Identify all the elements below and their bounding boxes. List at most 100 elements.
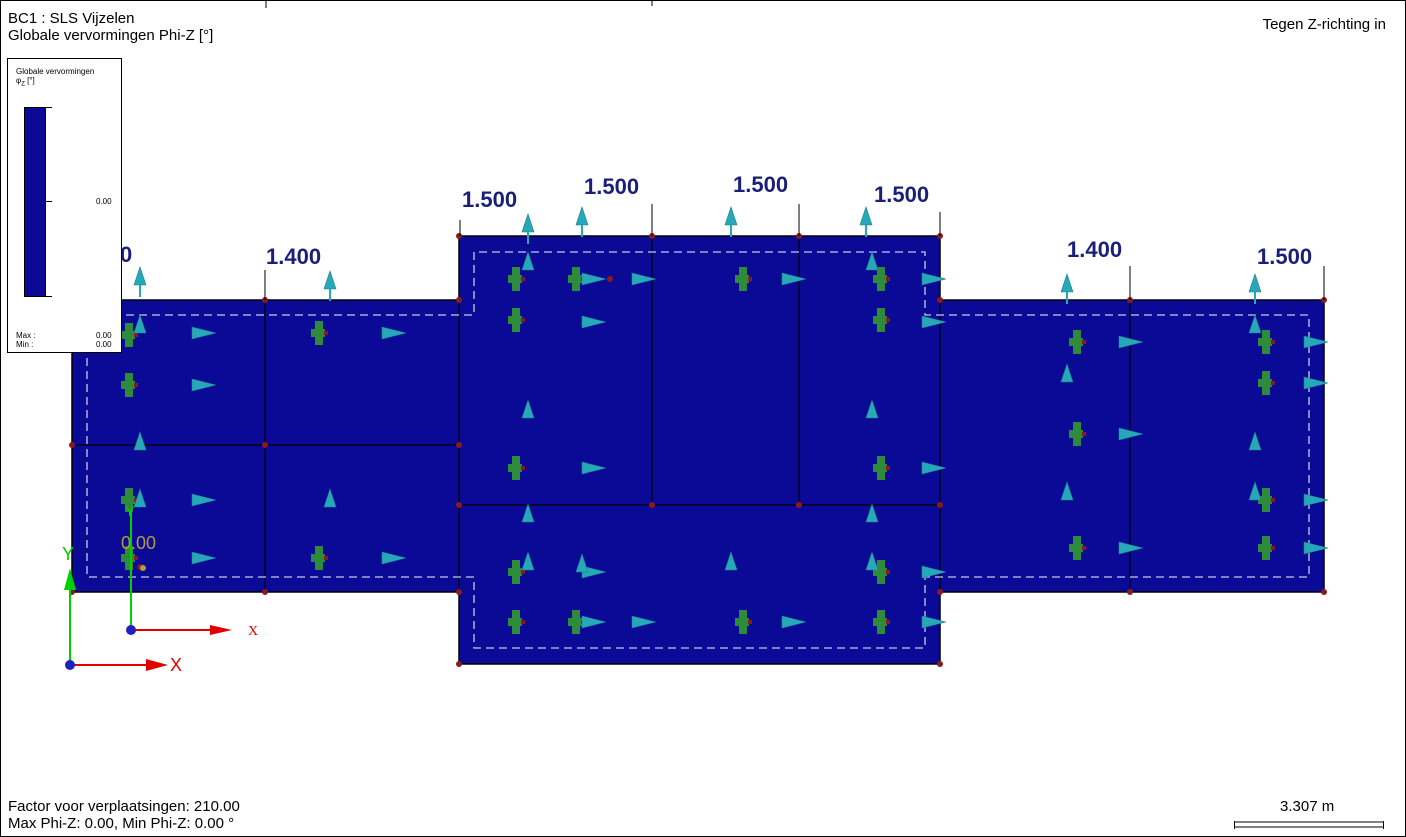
spring-end xyxy=(134,498,138,502)
dimension-label: 1.400 xyxy=(266,244,321,269)
legend-tick xyxy=(46,296,52,297)
node-point xyxy=(456,589,462,595)
slab-surface xyxy=(71,235,1325,665)
node-point xyxy=(937,502,943,508)
spring-end xyxy=(134,556,138,560)
spring-block xyxy=(877,456,885,480)
node-point xyxy=(69,442,75,448)
support-cone xyxy=(1303,493,1329,507)
local-origin xyxy=(126,625,136,635)
node-point xyxy=(796,502,802,508)
node-point xyxy=(1127,589,1133,595)
legend-max-value: 0.00 xyxy=(96,331,112,340)
local-x-label: X xyxy=(248,624,258,639)
support-cone xyxy=(323,270,337,290)
support-cone xyxy=(191,326,217,340)
spring-block xyxy=(572,267,580,291)
spring-block xyxy=(1073,330,1081,354)
legend-mid-value: 0.00 xyxy=(96,197,112,206)
spring-end xyxy=(1271,340,1275,344)
spring-end xyxy=(886,466,890,470)
node-point xyxy=(649,502,655,508)
node-point xyxy=(1321,589,1327,595)
node-point xyxy=(937,661,943,667)
spring-end xyxy=(1082,340,1086,344)
support-cone xyxy=(921,615,947,629)
dimension-label: 0 xyxy=(120,242,132,267)
support-cone xyxy=(865,399,879,419)
spring-block xyxy=(877,308,885,332)
support-cone xyxy=(631,615,657,629)
support-cone xyxy=(1118,541,1144,555)
support-cone xyxy=(381,551,407,565)
spring-block xyxy=(877,560,885,584)
support-cone xyxy=(133,266,147,286)
dimension-label: 1.500 xyxy=(1257,244,1312,269)
support-cone xyxy=(575,553,589,573)
support-cone xyxy=(521,251,535,271)
local-x-arrow xyxy=(210,625,232,635)
spring-end xyxy=(886,318,890,322)
spring-block xyxy=(877,267,885,291)
spring-end xyxy=(521,318,525,322)
support-cone xyxy=(381,326,407,340)
spring-block xyxy=(125,546,133,570)
spring-block xyxy=(125,323,133,347)
spring-end xyxy=(748,277,752,281)
support-cone xyxy=(323,488,337,508)
legend-tick xyxy=(46,107,52,108)
node-point xyxy=(456,442,462,448)
global-y-arrow xyxy=(64,568,76,590)
support-cone xyxy=(581,315,607,329)
contour-value-point xyxy=(140,565,146,571)
support-cone xyxy=(1060,481,1074,501)
support-cone xyxy=(724,551,738,571)
color-legend: Globale vervormingen φZ [°] 0.00 Max : 0… xyxy=(7,58,122,353)
spring-end xyxy=(521,277,525,281)
global-y-label: Y xyxy=(62,544,74,564)
support-cone xyxy=(521,551,535,571)
support-cone xyxy=(921,315,947,329)
spring-block xyxy=(512,456,520,480)
spring-block xyxy=(572,610,580,634)
spring-block xyxy=(315,546,323,570)
load-case-title: BC1 : SLS Vijzelen xyxy=(8,10,135,27)
spring-end xyxy=(1271,381,1275,385)
support-cone xyxy=(1118,427,1144,441)
support-cone xyxy=(865,551,879,571)
support-cone xyxy=(724,206,738,226)
support-cone xyxy=(1303,541,1329,555)
spring-end xyxy=(748,620,752,624)
dimension-label: 1.500 xyxy=(462,187,517,212)
support-cone xyxy=(1248,431,1262,451)
scale-label: 3.307 m xyxy=(1280,798,1335,815)
support-cone xyxy=(521,213,535,233)
support-cone xyxy=(133,314,147,334)
spring-end xyxy=(886,570,890,574)
spring-block xyxy=(512,267,520,291)
spring-end xyxy=(134,333,138,337)
spring-end xyxy=(521,620,525,624)
spring-end xyxy=(521,570,525,574)
spring-block xyxy=(739,267,747,291)
spring-end xyxy=(886,277,890,281)
spring-block xyxy=(1262,536,1270,560)
spring-block xyxy=(512,610,520,634)
support-cone xyxy=(581,615,607,629)
global-x-arrow xyxy=(146,659,168,671)
spring-end xyxy=(886,620,890,624)
spring-block xyxy=(125,373,133,397)
support-cone xyxy=(865,251,879,271)
spring-block xyxy=(1262,488,1270,512)
support-cone xyxy=(521,399,535,419)
support-cone xyxy=(581,272,607,286)
support-cone xyxy=(865,503,879,523)
dimension-label: 1.500 xyxy=(733,172,788,197)
support-cone xyxy=(921,565,947,579)
node-point xyxy=(456,502,462,508)
spring-end xyxy=(324,556,328,560)
support-cone xyxy=(631,272,657,286)
legend-tick xyxy=(46,201,52,202)
dimension-label: 1.500 xyxy=(874,182,929,207)
